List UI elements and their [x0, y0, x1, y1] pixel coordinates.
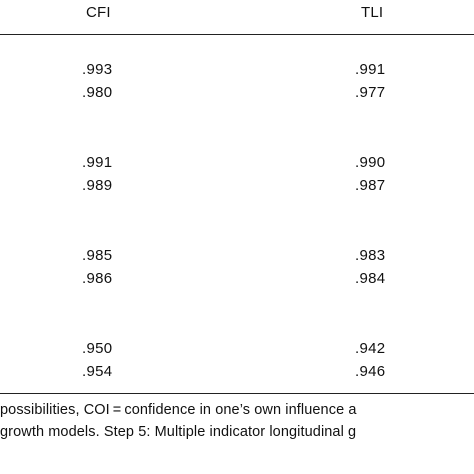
table-cell-tli: .983: [355, 247, 386, 264]
table-cell-tli: .977: [355, 84, 386, 101]
column-header-tli: TLI: [361, 4, 384, 21]
table-cell-tli: .942: [355, 340, 386, 357]
table-cell-cfi: .950: [82, 340, 113, 357]
table-cell-tli: .991: [355, 61, 386, 78]
header-rule: [0, 34, 474, 36]
table-cell-tli: .946: [355, 363, 386, 380]
table-cell-cfi: .989: [82, 177, 113, 194]
table-cell-tli: .984: [355, 270, 386, 287]
table-cell-cfi: .991: [82, 154, 113, 171]
table-cell-tli: .990: [355, 154, 386, 171]
table-cell-cfi: .986: [82, 270, 113, 287]
table-cell-cfi: .985: [82, 247, 113, 264]
table-cell-cfi: .993: [82, 61, 113, 78]
bottom-rule: [0, 393, 474, 395]
table-cell-tli: .987: [355, 177, 386, 194]
table-footnote-line-2: growth models. Step 5: Multiple indicato…: [0, 424, 357, 440]
table-cell-cfi: .954: [82, 363, 113, 380]
column-header-cfi: CFI: [86, 4, 111, 21]
table-cell-cfi: .980: [82, 84, 113, 101]
table-footnote-line-1: possibilities, COI = confidence in one’s…: [0, 402, 357, 418]
